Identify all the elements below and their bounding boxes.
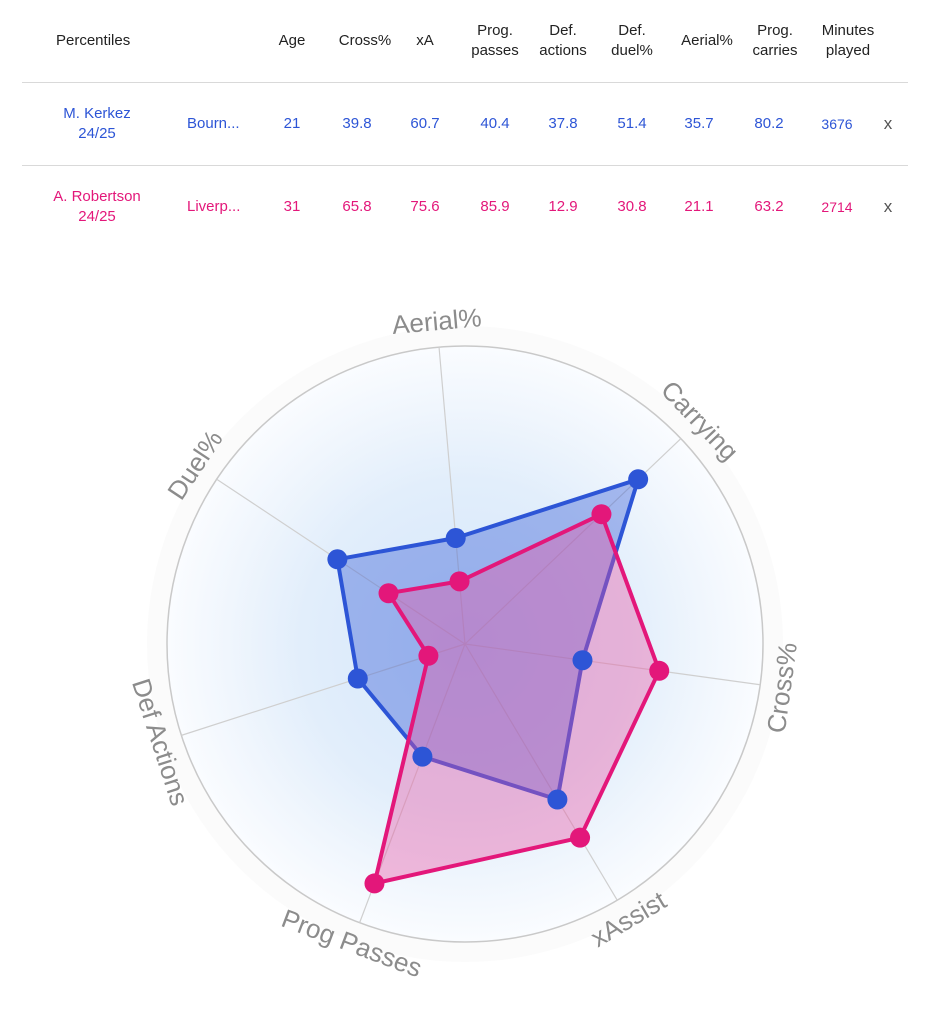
value-aerial: 21.1 (684, 198, 714, 215)
value-prog-carries: 80.2 (754, 115, 784, 132)
series-1-point[interactable] (547, 789, 568, 810)
series-2-point[interactable] (649, 660, 670, 681)
team-name: Bourn... (187, 115, 240, 132)
radar-spoke (464, 643, 618, 901)
value-prog-passes: 85.9 (480, 198, 510, 215)
value-def-duel: 51.4 (617, 115, 647, 132)
remove-player-button[interactable]: x (883, 114, 893, 133)
table-row: M. Kerkez 24/25 Bourn... 21 39.8 60.7 40… (22, 83, 908, 166)
series-1-point[interactable] (327, 549, 348, 570)
header-xa: xA (416, 32, 434, 49)
value-age: 21 (283, 115, 301, 132)
header-def-duel: Def. duel% (611, 22, 653, 59)
value-def-duel: 30.8 (617, 198, 647, 215)
series-1-point[interactable] (572, 650, 593, 671)
series-2-area (372, 512, 662, 886)
header-aerial: Aerial% (681, 32, 733, 49)
series-2-point[interactable] (570, 827, 591, 848)
value-cross: 65.8 (342, 198, 372, 215)
header-minutes-played: Minutes played (821, 22, 875, 59)
header-age: Age (278, 32, 306, 49)
series-2-point[interactable] (591, 504, 612, 525)
value-prog-carries: 63.2 (754, 198, 784, 215)
header-prog-passes: Prog. passes (471, 22, 519, 59)
player-name[interactable]: A. Robertson 24/25 (53, 188, 141, 225)
value-age: 31 (283, 198, 301, 215)
series-1-point[interactable] (412, 746, 433, 767)
header-cross: Cross% (338, 32, 392, 49)
series-1-point[interactable] (347, 668, 368, 689)
value-def-actions: 37.8 (548, 115, 578, 132)
value-minutes-played: 3676 (821, 116, 853, 132)
table-header-row: Percentiles Age Cross% xA Prog. passes D… (22, 0, 908, 83)
table-row: A. Robertson 24/25 Liverp... 31 65.8 75.… (22, 166, 908, 248)
series-2-point[interactable] (449, 571, 470, 592)
series-1-point[interactable] (445, 528, 466, 549)
value-xa: 60.7 (410, 115, 440, 132)
header-percentiles: Percentiles (56, 32, 131, 49)
value-minutes-played: 2714 (821, 199, 853, 215)
value-xa: 75.6 (410, 198, 440, 215)
radar-spoke (464, 643, 761, 686)
series-2-point[interactable] (378, 583, 399, 604)
team-name: Liverp... (187, 198, 241, 215)
series-2-point[interactable] (418, 645, 439, 666)
series-2-point[interactable] (364, 873, 385, 894)
radar-chart-panel: Aerial% Carrying Cross% xAssist Prog Passes D… (0, 282, 930, 1024)
header-prog-carries: Prog. carries (752, 22, 798, 59)
remove-player-button[interactable]: x (883, 197, 893, 216)
series-1-point[interactable] (628, 469, 649, 490)
player-name[interactable]: M. Kerkez 24/25 (63, 105, 131, 142)
radar-spoke (438, 347, 466, 645)
header-def-actions: Def. actions (539, 22, 587, 59)
value-cross: 39.8 (342, 115, 372, 132)
value-aerial: 35.7 (684, 115, 714, 132)
value-def-actions: 12.9 (548, 198, 578, 215)
value-prog-passes: 40.4 (480, 115, 510, 132)
comparison-table: Percentiles Age Cross% xA Prog. passes D… (22, 0, 908, 248)
radar-spoke (181, 643, 466, 736)
